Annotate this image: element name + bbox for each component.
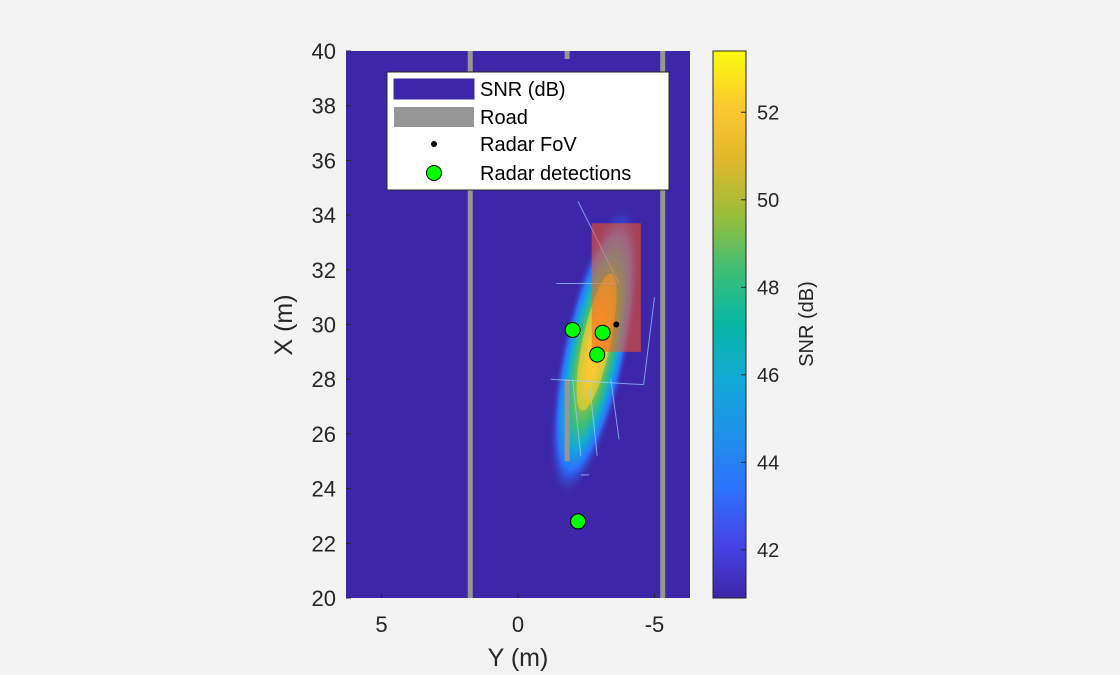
y-tick-label: 24 <box>312 477 336 502</box>
colorbar-tick-label: 52 <box>757 102 779 124</box>
beam-edge-line <box>550 378 644 386</box>
radar-detection-point <box>570 513 587 530</box>
beam-edge-line <box>643 297 656 385</box>
y-tick-label: 28 <box>312 367 336 392</box>
road-line <box>467 51 473 598</box>
colorbar-ticks: 42 44 46 48 50 52 <box>741 102 779 562</box>
colorbar: 42 44 46 48 50 52 SNR (dB) <box>712 50 818 599</box>
radar-detection-point <box>589 346 606 363</box>
radar-fov-point <box>613 321 620 328</box>
y-tick-label: 20 <box>312 586 336 611</box>
legend-entry-road: Road <box>480 107 528 129</box>
y-ticks: 20 22 24 26 28 30 32 34 36 38 40 <box>312 39 351 611</box>
x-tick-label: 5 <box>375 612 387 637</box>
road-lines <box>467 51 666 598</box>
road-line <box>660 51 666 598</box>
x-tick-label: 0 <box>512 612 524 637</box>
colorbar-tick-label: 42 <box>757 540 779 562</box>
y-tick-label: 26 <box>312 422 336 447</box>
y-tick-label: 40 <box>312 39 336 64</box>
y-tick-label: 38 <box>312 94 336 119</box>
legend-entry-radar-detections: Radar detections <box>480 163 631 185</box>
y-tick-label: 32 <box>312 258 336 283</box>
legend-entry-radar-fov: Radar FoV <box>480 134 577 156</box>
beam-edge-line <box>610 379 620 440</box>
road-center-dash <box>564 51 570 59</box>
radar-detection-point <box>594 324 611 341</box>
y-tick-label: 36 <box>312 148 336 173</box>
x-tick-label: -5 <box>645 612 665 637</box>
beam-edge-line <box>588 379 598 456</box>
legend-swatch-snr <box>393 78 475 100</box>
radar-fov <box>613 321 620 328</box>
colorbar-tick-label: 48 <box>757 277 779 299</box>
colorbar-label: SNR (dB) <box>796 281 818 367</box>
colorbar-tick-label: 44 <box>757 452 779 474</box>
radar-detection-point <box>564 321 581 338</box>
road-stub <box>564 379 570 462</box>
legend-entry-snr: SNR (dB) <box>480 79 566 101</box>
colorbar-gradient <box>712 50 747 599</box>
beam-edge-line <box>572 379 582 456</box>
x-axis-label: Y (m) <box>488 644 549 672</box>
y-tick-label: 22 <box>312 531 336 556</box>
y-tick-label: 34 <box>312 203 336 228</box>
legend: SNR (dB) Road Radar FoV Radar detections <box>386 71 670 191</box>
radar-detections <box>564 321 611 530</box>
legend-swatch-radar-fov <box>431 141 437 147</box>
x-ticks: 5 0 -5 <box>375 593 664 637</box>
legend-swatch-radar-detections <box>426 165 442 181</box>
y-axis-label: X (m) <box>270 294 298 355</box>
colorbar-tick-label: 50 <box>757 190 779 212</box>
legend-swatch-road <box>394 107 474 127</box>
y-tick-label: 30 <box>312 313 336 338</box>
colorbar-tick-label: 46 <box>757 365 779 387</box>
